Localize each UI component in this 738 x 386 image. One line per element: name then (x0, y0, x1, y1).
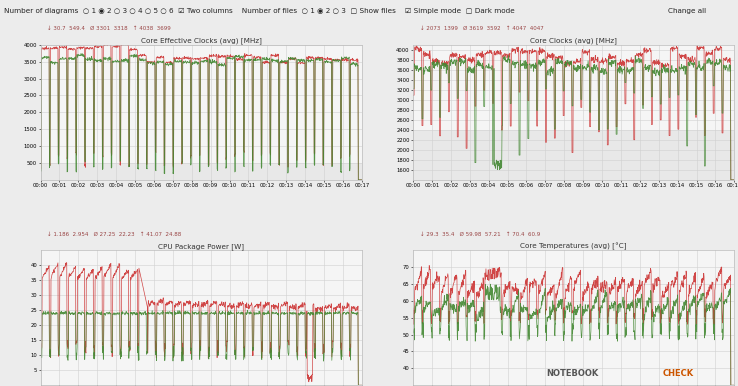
Title: Core Clocks (avg) [MHz]: Core Clocks (avg) [MHz] (531, 38, 617, 44)
Title: CPU Package Power [W]: CPU Package Power [W] (158, 243, 244, 250)
Text: ↓ 1.186  2.954   Ø 27.25  22.23   ↑ 41.07  24.88: ↓ 1.186 2.954 Ø 27.25 22.23 ↑ 41.07 24.8… (47, 232, 182, 237)
Text: ↓ 30.7  549.4   Ø 3301  3318   ↑ 4038  3699: ↓ 30.7 549.4 Ø 3301 3318 ↑ 4038 3699 (47, 26, 170, 31)
Text: Change all: Change all (668, 8, 706, 14)
Bar (413, 130, 734, 180)
Text: CHECK: CHECK (662, 369, 694, 378)
Text: ↓ 29.3  35.4   Ø 59.98  57.21   ↑ 70.4  60.9: ↓ 29.3 35.4 Ø 59.98 57.21 ↑ 70.4 60.9 (420, 232, 539, 237)
Title: Core Effective Clocks (avg) [MHz]: Core Effective Clocks (avg) [MHz] (141, 38, 261, 44)
Text: ↓ 2073  1399   Ø 3619  3592   ↑ 4047  4047: ↓ 2073 1399 Ø 3619 3592 ↑ 4047 4047 (420, 26, 543, 31)
Bar (41, 163, 362, 180)
Title: Core Temperatures (avg) [°C]: Core Temperatures (avg) [°C] (520, 242, 627, 250)
Text: NOTEBOOK: NOTEBOOK (547, 369, 599, 378)
Text: Number of diagrams  ○ 1 ◉ 2 ○ 3 ○ 4 ○ 5 ○ 6  ☑ Two columns    Number of files  ○: Number of diagrams ○ 1 ◉ 2 ○ 3 ○ 4 ○ 5 ○… (4, 8, 514, 14)
